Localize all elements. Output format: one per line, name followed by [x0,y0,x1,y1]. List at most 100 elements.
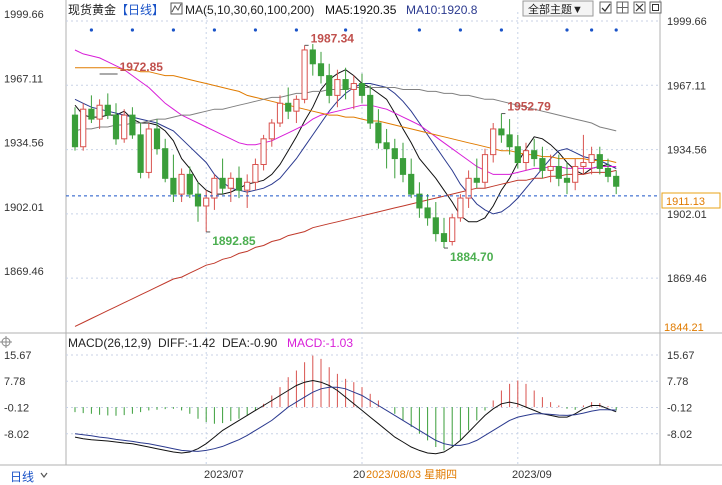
event-marker [499,28,503,32]
event-marker [212,28,216,32]
candle [170,154,177,203]
candle-body [162,148,169,179]
candle-body [211,177,218,199]
candle-body [572,165,579,183]
candle [186,166,193,199]
candle [604,158,612,183]
candle [301,45,308,104]
ma10-value: MA10:1920.8 [406,3,478,17]
macd-tick-label-right: 15.67 [667,350,695,362]
candle-body [358,83,366,96]
period-label: 【日线】 [116,3,164,17]
price-tick-label-left: 1869.46 [4,266,44,278]
candle [580,134,587,175]
close-icon[interactable] [633,1,646,14]
candle-body [547,165,554,171]
candle-body [604,167,612,177]
candle [153,119,161,155]
candle [440,217,448,249]
annotation-low: 1884.70 [450,250,494,264]
annotation-high: 1952.79 [507,100,551,114]
candle [112,103,120,145]
candle [498,113,505,143]
candle-body [522,150,530,164]
candle-body [342,79,349,90]
candle-body [219,177,226,189]
candle-body [301,49,308,100]
candle [490,123,497,163]
candle-body [71,114,79,148]
candle-body [326,75,333,96]
candle [350,75,357,110]
macd-axis-left: 15.67 7.78 -0.12 -8.02 [4,350,32,441]
macd-value: MACD:-1.03 [287,336,353,350]
ma-settings-icon[interactable] [170,2,183,15]
candle-body [465,177,472,199]
macd-tick-label-right: -0.12 [667,403,692,415]
checkbox-icon[interactable] [599,1,612,14]
candle-body [449,217,456,243]
price-tick-label-left: 1934.56 [4,138,44,150]
candle [457,194,464,222]
candle [358,73,366,104]
price-tick-label-right: 1902.01 [667,209,707,221]
candle [104,93,111,120]
macd-tick-label-left: -0.12 [4,403,29,415]
candle [121,109,128,143]
candle-body [391,148,398,160]
macd-plot[interactable] [74,355,617,455]
candle [596,146,603,175]
candle-body [539,158,546,171]
candle [514,134,521,169]
price-annotations: 1972.85 1987.34 1952.79 1892.85 1884.70 [99,31,551,264]
candle-body [227,177,234,189]
candle-body [186,173,193,195]
candle [211,174,218,210]
candle-body [399,158,407,175]
candle [522,142,530,171]
candle-body [613,175,620,187]
candle-body [481,154,489,183]
candle [244,174,251,208]
ma-line-ma200 [74,169,617,327]
candle [326,63,333,104]
macd-tick-label-left: -8.02 [4,429,29,441]
candle [342,67,349,100]
candle-body [416,193,423,209]
crosshair-icon[interactable] [0,336,12,348]
footer-period[interactable]: 日线 [10,470,34,484]
macd-tick-label-right: -8.02 [667,429,692,441]
candle [178,168,185,203]
candle-body [96,104,103,120]
candle [162,138,169,183]
candle-body [367,94,374,124]
candle-body [170,177,177,195]
candle-body [268,122,275,140]
candle-body [137,134,144,173]
expand-icon[interactable] [649,1,662,14]
candle [481,148,489,189]
ma-label: MA(5,10,30,60,100,200) [185,3,314,17]
candle-body [498,128,505,136]
candle-body [203,197,210,207]
event-marker [130,28,134,32]
candle-body [440,233,448,243]
x-label-right: 2023/09 [512,469,552,481]
event-marker [458,28,462,32]
event-marker [171,28,175,32]
candle [203,190,210,232]
chevron-down-icon[interactable] [40,472,48,478]
candle-body [506,134,513,148]
candle [408,158,415,199]
candle [506,119,513,155]
candle-body [104,104,111,116]
candle [334,69,341,108]
grid-icon[interactable] [616,1,629,14]
candle [383,128,390,169]
price-plot[interactable] [66,28,660,327]
candle-body [588,154,595,164]
theme-select[interactable]: 全部主题▼ [522,0,594,17]
current-price-box: 1911.13 [661,192,721,209]
event-marker [89,28,93,32]
candle-body [408,173,415,195]
